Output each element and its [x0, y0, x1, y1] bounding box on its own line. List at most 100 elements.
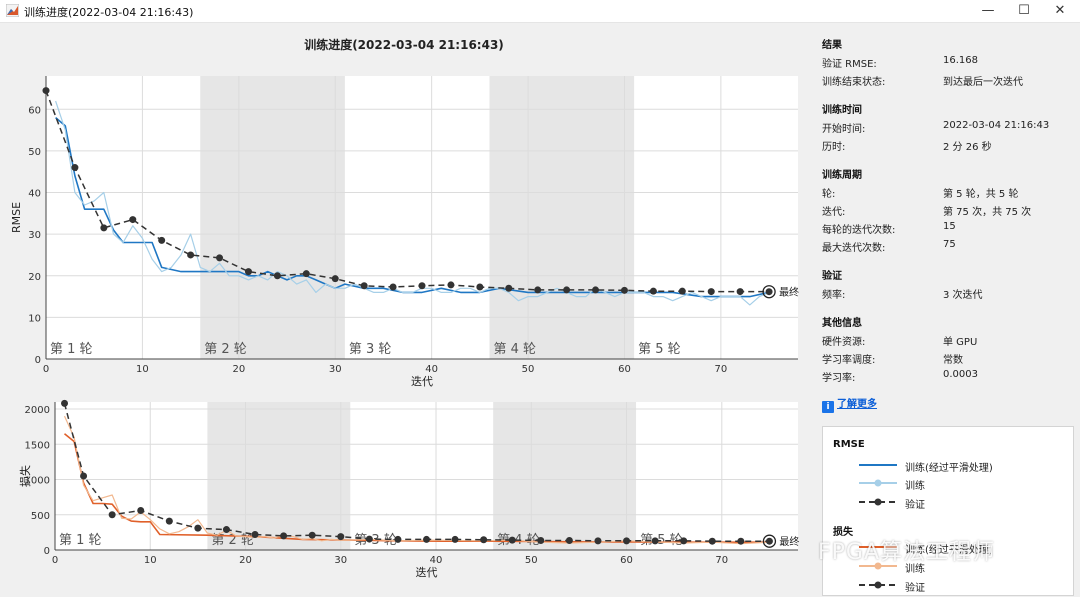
max-iters-value: 75: [943, 239, 956, 250]
validation-loss-line-point: [594, 537, 602, 545]
validation-loss-line-point: [337, 533, 345, 541]
frequency-value: 3 次迭代: [943, 290, 983, 301]
y-tick-label: 2000: [25, 405, 50, 416]
elapsed-value: 2 分 26 秒: [943, 142, 992, 153]
other-info-heading: 其他信息: [822, 318, 862, 329]
training-cycle-heading: 训练周期: [822, 170, 862, 181]
chart-title: 训练进度(2022-03-04 21:16:43): [304, 38, 504, 52]
elapsed-label: 历时:: [822, 142, 846, 153]
validation-rmse-line-point: [273, 272, 281, 280]
hardware-label: 硬件资源:: [822, 337, 866, 348]
x-tick-label: 20: [239, 555, 252, 566]
y-axis-label: RMSE: [10, 202, 23, 233]
legend-loss-heading: 损失: [833, 527, 853, 538]
window-titlebar: 训练进度(2022-03-04 21:16:43) — ☐ ✕: [0, 0, 1080, 23]
validation-rmse-line-point: [216, 254, 224, 262]
validation-loss-line-point: [251, 530, 259, 538]
validation-rmse-line-point: [592, 286, 600, 294]
x-tick-label: 50: [522, 364, 535, 375]
validation-loss-line-point: [708, 537, 716, 545]
lr-schedule-value: 常数: [943, 355, 963, 366]
x-tick-label: 70: [715, 555, 728, 566]
validation-rmse-line-point: [389, 283, 397, 291]
iters-per-epoch-label: 每轮的迭代次数:: [822, 225, 896, 236]
y-tick-label: 60: [28, 105, 41, 116]
window-title: 训练进度(2022-03-04 21:16:43): [24, 6, 194, 19]
validation-rmse-line-point: [100, 224, 108, 232]
legend-rmse-heading: RMSE: [833, 439, 865, 450]
legend-swatch-val-loss-marker: [874, 581, 882, 589]
learning-rate-label: 学习率:: [822, 373, 856, 384]
y-tick-label: 500: [31, 511, 50, 522]
x-axis-label: 迭代: [416, 566, 438, 579]
close-button[interactable]: ✕: [1054, 3, 1066, 18]
validation-rmse-line-point: [447, 281, 455, 289]
x-tick-label: 20: [232, 364, 245, 375]
validation-rmse-line-point: [187, 251, 195, 259]
epoch-label: 轮:: [822, 189, 836, 200]
legend-loss-swatches: [859, 546, 897, 589]
legend-box: RMSE 训练(经过平滑处理) 训练 验证 损失 训练(经过平滑处理) 训练 验…: [822, 426, 1074, 596]
x-axis-label: 迭代: [411, 375, 433, 388]
validation-heading: 验证: [822, 271, 842, 282]
epoch-label: 第 3 轮: [349, 342, 392, 357]
epoch-label: 第 5 轮: [640, 533, 683, 548]
legend-loss-val: 验证: [905, 583, 925, 594]
end-state-value: 到达最后一次迭代: [943, 77, 1023, 88]
start-time-label: 开始时间:: [822, 124, 866, 135]
maximize-button[interactable]: ☐: [1018, 3, 1030, 18]
validation-loss-line-point: [308, 531, 316, 539]
validation-rmse-line-point: [244, 268, 252, 276]
y-axis-label: 损失: [18, 465, 32, 487]
validation-rmse-line-point: [360, 282, 368, 290]
y-tick-label: 0: [44, 546, 50, 557]
start-time-value: 2022-03-04 21:16:43: [943, 120, 1050, 131]
validation-loss-line-point: [80, 472, 88, 480]
end-state-label: 训练结束状态:: [822, 77, 886, 88]
y-tick-label: 1000: [25, 476, 50, 487]
legend-swatch-raw-rmse-marker: [874, 479, 882, 487]
validation-loss-line-point: [508, 536, 516, 544]
hardware-value: 单 GPU: [943, 337, 978, 348]
learn-more-link[interactable]: i 了解更多: [822, 395, 877, 413]
validation-loss-line-point: [365, 535, 373, 543]
learn-more-text: 了解更多: [837, 399, 877, 410]
validation-rmse-line-point: [158, 236, 166, 244]
iteration-value: 第 75 次，共 75 次: [943, 207, 1032, 218]
minimize-button[interactable]: —: [981, 3, 995, 18]
epoch-label: 第 1 轮: [50, 342, 93, 357]
frequency-label: 频率:: [822, 290, 846, 301]
matlab-logo-icon: [6, 4, 19, 17]
validation-loss-line-point: [222, 526, 230, 534]
final-marker: [762, 534, 777, 548]
epoch-label: 第 1 轮: [59, 533, 102, 548]
loss-chart: 0 500 1000 1500 2000 0 10 20 30 40 50 60 70 迭代 损失第 1 轮…: [18, 399, 799, 579]
validation-rmse-line-point: [534, 286, 542, 294]
validation-rmse-line-point: [505, 284, 513, 292]
y-tick-label: 20: [28, 272, 41, 283]
rmse-chart: 0 10 20 30 40 50 60 0 10 20 30 40 50 60 70 迭代 RMSE 第 1 轮 第…: [10, 76, 799, 388]
x-tick-label: 0: [52, 555, 58, 566]
validation-loss-line-point: [165, 517, 173, 525]
validation-rmse-line-point: [736, 288, 744, 296]
final-label: 最终: [779, 286, 799, 299]
x-tick-label: 10: [136, 364, 149, 375]
validation-loss-line-point: [623, 537, 631, 545]
val-rmse-value: 16.168: [943, 55, 978, 66]
plots-area: 训练进度(2022-03-04 21:16:43) 0 10 20 30 40 50 60 0…: [0, 22, 808, 596]
epoch-shade: [207, 402, 351, 550]
validation-loss-line-point: [651, 537, 659, 545]
iteration-label: 迭代:: [822, 207, 846, 218]
legend-rmse-val: 验证: [905, 500, 925, 511]
legend-swatch-raw-loss-marker: [874, 562, 882, 570]
legend-rmse-swatches: [859, 464, 897, 506]
validation-loss-line-point: [108, 511, 116, 519]
validation-loss-line-point: [423, 535, 430, 543]
x-tick-label: 10: [144, 555, 157, 566]
validation-loss-line-point: [61, 399, 69, 407]
validation-rmse-line-point: [649, 287, 657, 295]
validation-rmse-line-point: [302, 270, 310, 278]
validation-rmse-line-point: [71, 164, 79, 172]
validation-loss-line-point: [565, 536, 573, 544]
training-time-heading: 训练时间: [822, 105, 862, 116]
